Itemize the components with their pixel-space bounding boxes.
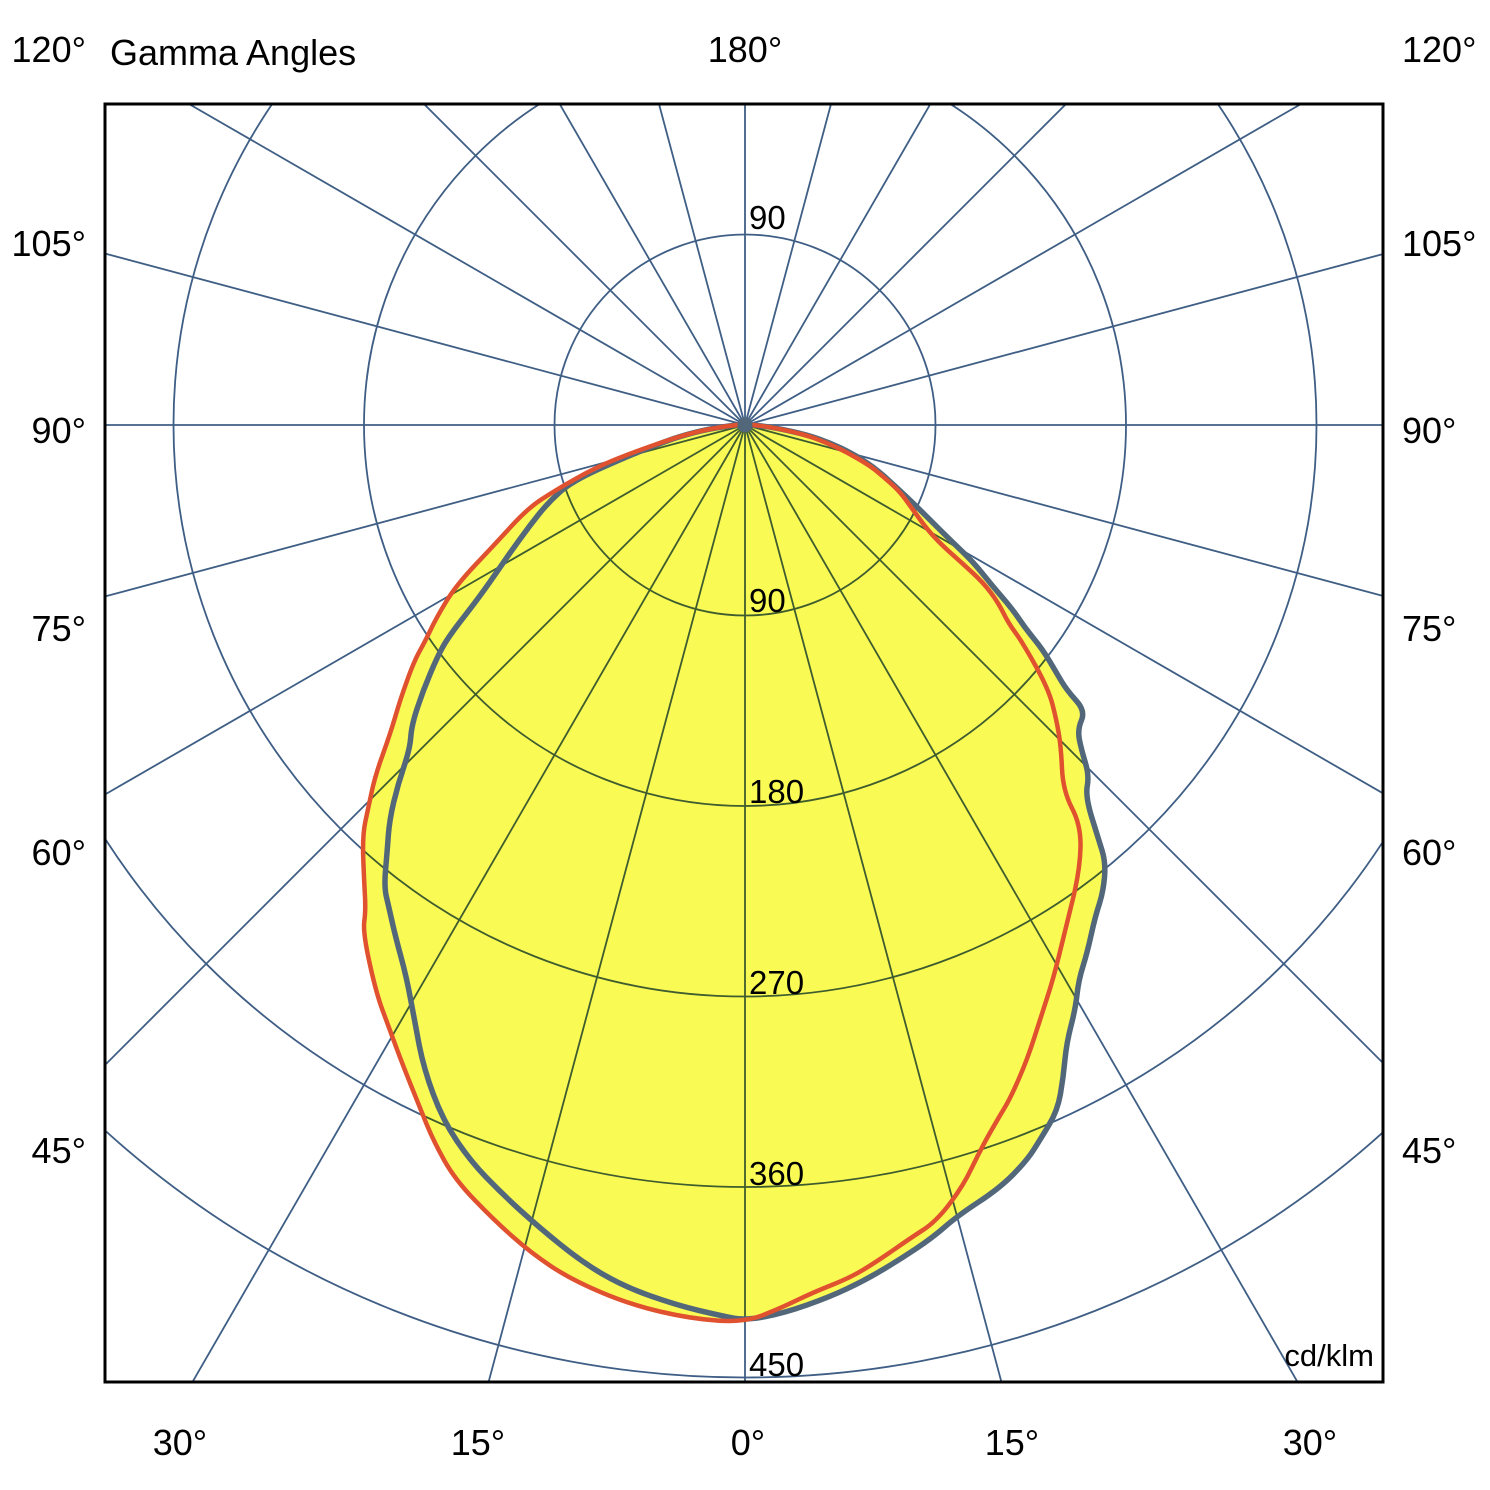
polar-center-dot [737, 417, 753, 433]
gamma-label-bottom: 15° [985, 1422, 1039, 1463]
plot-border [103, 102, 1385, 1384]
gamma-label-left: 120° [12, 29, 86, 70]
intensity-curve-blue [382, 422, 1108, 1322]
intensity-fill [362, 425, 1106, 1323]
ring-value-label: 450 [749, 1346, 804, 1383]
gamma-label-right: 120° [1402, 29, 1476, 70]
gamma-label-left: 45° [32, 1130, 86, 1171]
ring-value-label: 90 [749, 199, 786, 236]
ring-value-label: 270 [749, 964, 804, 1001]
gamma-label-bottom: 15° [451, 1422, 505, 1463]
gamma-label-right: 60° [1402, 832, 1456, 873]
gamma-label-bottom: 30° [1283, 1422, 1337, 1463]
gamma-ray [105, 424, 746, 598]
gamma-label-bottom: 0° [731, 1422, 765, 1463]
gamma-ray [422, 104, 746, 426]
gamma-label-left: 60° [32, 832, 86, 873]
intensity-ring [105, 1128, 1383, 1379]
gamma-label-left: 90° [32, 410, 86, 451]
ring-value-label: 180 [749, 773, 804, 810]
ring-value-label: 90 [749, 582, 786, 619]
gamma-label-right: 75° [1402, 608, 1456, 649]
gamma-label-bottom: 30° [153, 1422, 207, 1463]
gamma-ray [744, 104, 1068, 426]
gamma-label-left: 105° [12, 223, 86, 264]
gamma-ray [744, 104, 932, 426]
gamma-label-right: 105° [1402, 223, 1476, 264]
chart-title: Gamma Angles [110, 32, 356, 73]
gamma-label-right: 45° [1402, 1130, 1456, 1171]
gamma-ray [744, 104, 832, 426]
intensity-curve-red [360, 422, 1083, 1324]
gamma-label-top: 180° [708, 29, 782, 70]
ring-value-label: 360 [749, 1155, 804, 1192]
gamma-ray [744, 104, 1303, 426]
gamma-ray [658, 104, 746, 426]
unit-label: cd/klm [1284, 1338, 1374, 1373]
gamma-ray [105, 252, 746, 426]
gamma-label-right: 90° [1402, 410, 1456, 451]
gamma-label-left: 75° [32, 608, 86, 649]
gamma-ray [187, 104, 746, 426]
gamma-ray [558, 104, 746, 426]
